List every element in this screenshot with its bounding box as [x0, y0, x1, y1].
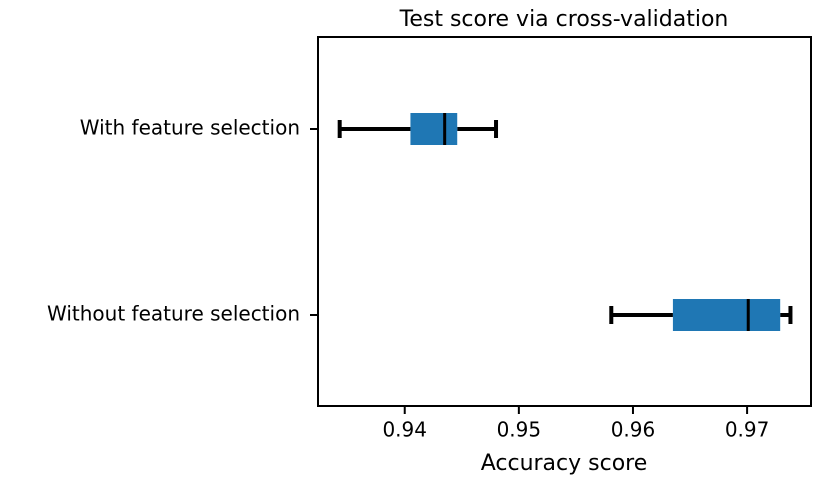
x-tick-label: 0.96: [611, 418, 656, 442]
chart-title: Test score via cross-validation: [399, 7, 729, 32]
y-tick-label: Without feature selection: [47, 302, 300, 326]
plot-frame: [317, 36, 812, 407]
x-tick-label: 0.94: [382, 418, 427, 442]
box: [410, 113, 458, 145]
x-tick-label: 0.95: [497, 418, 542, 442]
x-axis-label: Accuracy score: [481, 451, 648, 476]
x-tick-label: 0.97: [725, 418, 770, 442]
box: [672, 299, 781, 331]
y-tick-label: With feature selection: [80, 116, 300, 140]
